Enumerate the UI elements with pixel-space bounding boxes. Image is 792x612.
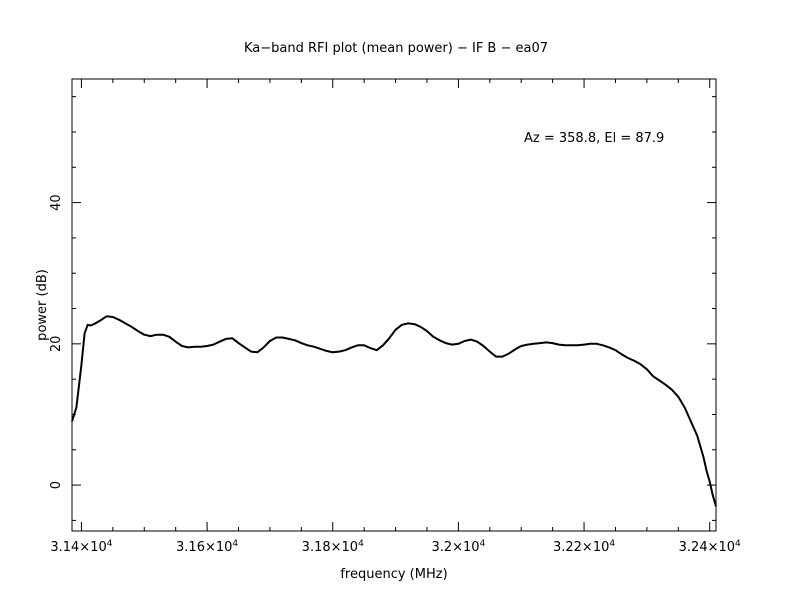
axis-ticks	[72, 79, 716, 531]
y-tick-label: 20	[49, 336, 64, 353]
y-axis-label: power (dB)	[35, 269, 50, 341]
x-tick-label: 3.2×104	[431, 539, 485, 555]
y-tick-label: 0	[49, 481, 64, 489]
x-tick-label: 3.18×104	[302, 539, 364, 555]
y-tick-label: 40	[49, 194, 64, 211]
x-axis-label: frequency (MHz)	[340, 567, 447, 582]
y-tick-labels: 0 20 40	[49, 194, 64, 489]
az-el-annotation: Az = 358.8, El = 87.9	[524, 131, 664, 146]
x-tick-label: 3.24×104	[679, 539, 741, 555]
plot-frame	[71, 78, 717, 532]
chart-title: Ka−band RFI plot (mean power) − IF B − e…	[244, 41, 548, 56]
x-tick-labels: 3.14×104 3.16×104 3.18×104 3.2×104 3.22×104 3…	[50, 539, 741, 555]
x-tick-label: 3.16×104	[176, 539, 238, 555]
x-tick-label: 3.14×104	[50, 539, 112, 555]
x-tick-label: 3.22×104	[553, 539, 615, 555]
series-line-power	[71, 315, 717, 507]
